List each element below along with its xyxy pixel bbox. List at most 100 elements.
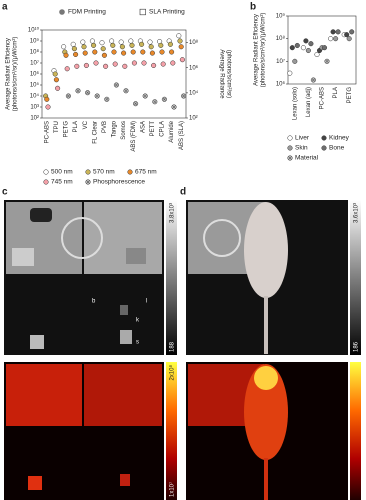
x-tick-label: Lexan (solo) [292,87,298,120]
point [109,38,115,44]
sample [126,248,146,264]
colorbar-min: 1x10⁷ [169,482,176,497]
point [129,42,135,48]
legend-label: Kidney [329,135,350,142]
y2-tick-label: 10⁸ [189,39,199,46]
marker-cross [288,156,292,160]
y2-axis-title: Average Radiance [218,49,224,99]
point [300,45,306,51]
marker-cross [95,94,99,98]
point [71,46,77,52]
marker-cross [66,94,71,98]
sample [12,248,34,266]
x-tick-label: ABS (SLA) [179,121,185,150]
x-tick-label: ABS (FDM) [131,121,137,152]
x-tick-label: PC-ABS [44,121,50,143]
legend-label: 570 nm [93,169,115,176]
point [305,47,311,54]
sample [30,335,44,349]
mouse [244,202,288,298]
point [73,51,79,57]
point [289,45,295,51]
point [45,104,51,110]
point [167,41,173,47]
sample-tag: s [136,340,139,346]
legend-label: 745 nm [51,179,73,186]
y-tick-label: 10⁶ [30,71,40,78]
sample [120,330,132,344]
plot-frame [287,15,357,85]
point [328,36,334,42]
colorbar [350,362,361,500]
point [330,29,336,35]
colorbar-max: 3.6x10³ [354,203,360,223]
panel-label: b [250,2,256,13]
point [147,39,153,45]
point [294,42,300,49]
marker-cross [124,89,128,93]
marker-cross [181,94,186,98]
plate-signal [6,364,82,426]
point [287,70,293,76]
y-tick-label: 10⁶ [276,81,286,88]
marker-cross [153,100,157,104]
point [121,50,127,56]
panel-label: a [2,2,8,13]
sample [30,208,52,222]
point [292,58,298,64]
legend-label: Bone [329,145,345,152]
legend-marker [127,169,133,175]
y-tick-label: 10⁴ [30,93,40,100]
sample-signal [120,474,130,486]
marker-cross [105,97,109,101]
legend-marker [287,145,293,151]
point [112,61,118,67]
colorbar-max: 3.8x10³ [170,203,176,223]
y2-axis-title: (photons/s/cm²/sr) [225,50,231,98]
y-tick-label: 10⁵ [30,82,40,89]
legend-marker [43,169,49,175]
x-tick-label: Somos [121,121,127,140]
y-tick-label: 10⁸ [276,35,286,42]
marker-cross [76,89,80,93]
point [92,49,98,55]
legend-label: 675 nm [135,169,157,176]
point [139,41,145,47]
legend-marker [43,179,49,185]
plate [84,202,162,274]
y-tick-label: 10⁸ [30,49,40,56]
x-tick-label: FL Clear [92,121,98,144]
mouse-tail [264,296,268,354]
point [91,42,97,48]
marker-cross [143,94,147,98]
point [178,44,184,50]
marker-cross [133,102,138,106]
point [93,60,99,66]
point [111,49,117,55]
y2-tick-label: 10⁶ [189,64,199,71]
colorbar-max: 2x10⁸ [169,365,176,381]
legend-label: SLA Printing [149,9,185,16]
point [151,62,157,68]
y-tick-label: 10² [30,116,39,122]
point [149,50,155,56]
point [61,44,67,50]
legend-label: Liver [295,135,310,142]
legend-label: 500 nm [51,169,73,176]
point [346,36,352,42]
x-tick-label: PVB [102,121,108,133]
marker-cross [172,105,176,109]
sample-signal [28,476,42,490]
point [179,57,185,63]
y-tick-label: 10¹⁰ [28,27,40,34]
colorbar [350,200,361,355]
mouse-tail [264,458,268,500]
plate-ring [203,219,241,257]
y-tick-label: 10⁷ [30,60,39,67]
point [63,52,69,58]
legend-label: FDM Printing [68,9,106,16]
point [110,42,116,48]
panel-label: c [2,187,8,198]
colorbar-min: 188 [170,341,176,352]
